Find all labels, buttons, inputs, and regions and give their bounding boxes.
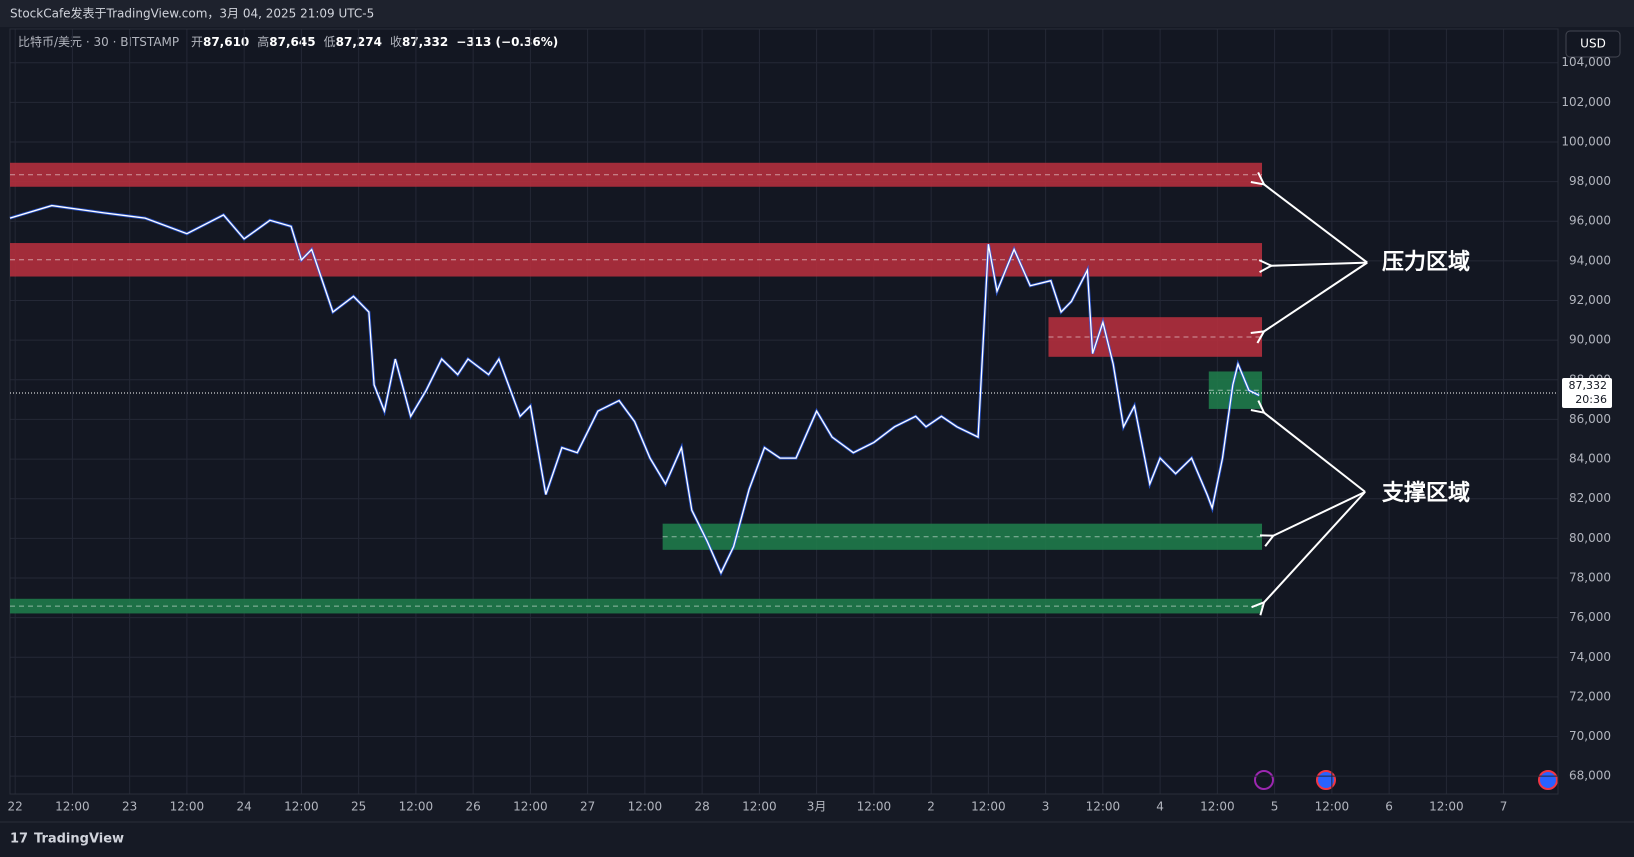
ohlc-label: 高 <box>257 34 269 49</box>
event-icon[interactable] <box>1254 770 1274 790</box>
x-tick-label: 3 <box>1042 800 1050 814</box>
ohlc-label: 低 <box>324 35 336 49</box>
flag-icon[interactable] <box>1316 770 1336 790</box>
y-tick-label: 70,000 <box>1569 729 1611 743</box>
x-tick-label: 2 <box>927 800 935 814</box>
y-tick-label: 82,000 <box>1569 491 1611 505</box>
y-tick-label: 92,000 <box>1569 293 1611 307</box>
x-tick-label: 12:00 <box>170 800 205 814</box>
x-tick-label: 25 <box>351 800 366 814</box>
plot-border <box>9 28 1559 795</box>
y-tick-label: 90,000 <box>1569 333 1611 347</box>
brand: TradingView <box>34 832 124 847</box>
ohlc-label: 收 <box>390 35 402 49</box>
y-tick-label: 86,000 <box>1569 412 1611 426</box>
x-tick-label: 27 <box>580 800 595 814</box>
annotation-arrow <box>1273 490 1366 536</box>
y-tick-label: 94,000 <box>1569 253 1611 267</box>
brand-logo: 17 <box>10 832 28 847</box>
annotation-arrow <box>1264 261 1368 332</box>
x-tick-label: 4 <box>1156 800 1164 814</box>
plot-area <box>10 29 1558 794</box>
annotation-arrow <box>1264 491 1366 602</box>
y-tick-label: 72,000 <box>1569 689 1611 703</box>
x-tick-label: 26 <box>465 800 480 814</box>
currency-button[interactable] <box>1565 30 1621 58</box>
y-tick-label: 96,000 <box>1569 214 1611 228</box>
zone <box>10 598 1263 614</box>
annotation-arrow <box>1264 184 1368 264</box>
page-title: StockCafe发表于TradingView.com，3月 04, 2025 … <box>10 6 374 21</box>
y-tick-label: 102,000 <box>1561 95 1611 109</box>
flag-icon[interactable] <box>1538 770 1558 790</box>
currency[interactable]: USD <box>1580 37 1606 51</box>
zone <box>1048 317 1263 357</box>
x-tick-label: 3月 <box>807 800 827 814</box>
x-tick-label: 24 <box>237 800 252 814</box>
x-tick-label: 12:00 <box>284 800 319 814</box>
y-tick-label: 100,000 <box>1561 134 1611 148</box>
symbol-legend: 比特币/美元 · 30 · BITSTAMP 开87,610 高87,645 低 87… <box>18 34 558 49</box>
x-tick-label: 12:00 <box>628 800 663 814</box>
y-tick-label: 98,000 <box>1569 174 1611 188</box>
ohlc-change: −313 (−0.36%) <box>456 35 558 49</box>
x-tick-label: 6 <box>1385 800 1393 814</box>
ohlc-label: 开 <box>191 35 203 49</box>
x-tick-label: 12:00 <box>513 800 548 814</box>
x-tick-label: 5 <box>1271 800 1279 814</box>
symbol: 比特币/美元 · 30 · BITSTAMP <box>18 34 179 49</box>
ohlc-value: 87,610 <box>203 35 249 49</box>
x-tick-label: 12:00 <box>399 800 434 814</box>
ohlc-value: 87,332 <box>402 35 448 49</box>
y-tick-label: 74,000 <box>1569 650 1611 664</box>
x-tick-label: 7 <box>1500 800 1508 814</box>
y-tick-label: 80,000 <box>1569 531 1611 545</box>
x-tick-label: 12:00 <box>55 800 90 814</box>
x-tick-label: 23 <box>122 800 137 814</box>
annotation: 压力区域 <box>1382 249 1470 275</box>
annotation-arrow <box>1264 413 1366 493</box>
y-tick-label: 104,000 <box>1561 55 1611 69</box>
countdown-label: 20:36 <box>1575 393 1607 406</box>
y-tick-label: 84,000 <box>1569 452 1611 466</box>
x-tick-label: 12:00 <box>1315 800 1350 814</box>
annotation-arrow <box>1271 263 1368 266</box>
x-tick-label: 22 <box>8 800 23 814</box>
x-tick-label: 12:00 <box>1086 800 1121 814</box>
title-bar <box>0 0 1634 27</box>
last-price-label: 87,332 <box>1569 379 1608 392</box>
x-tick-label: 12:00 <box>971 800 1006 814</box>
x-tick-label: 28 <box>694 800 709 814</box>
x-tick-label: 12:00 <box>1200 800 1235 814</box>
ohlc-value: 87,645 <box>269 35 315 49</box>
x-tick-label: 12:00 <box>742 800 777 814</box>
price-line <box>9 204 1260 575</box>
zone <box>10 162 1263 187</box>
y-tick-label: 68,000 <box>1569 769 1611 783</box>
x-tick-label: 12:00 <box>1429 800 1464 814</box>
y-tick-label: 76,000 <box>1569 610 1611 624</box>
x-tick-label: 12:00 <box>857 800 892 814</box>
last-price-box <box>1562 378 1612 409</box>
y-tick-label: 78,000 <box>1569 570 1611 584</box>
annotation: 支撑区域 <box>1382 480 1470 506</box>
